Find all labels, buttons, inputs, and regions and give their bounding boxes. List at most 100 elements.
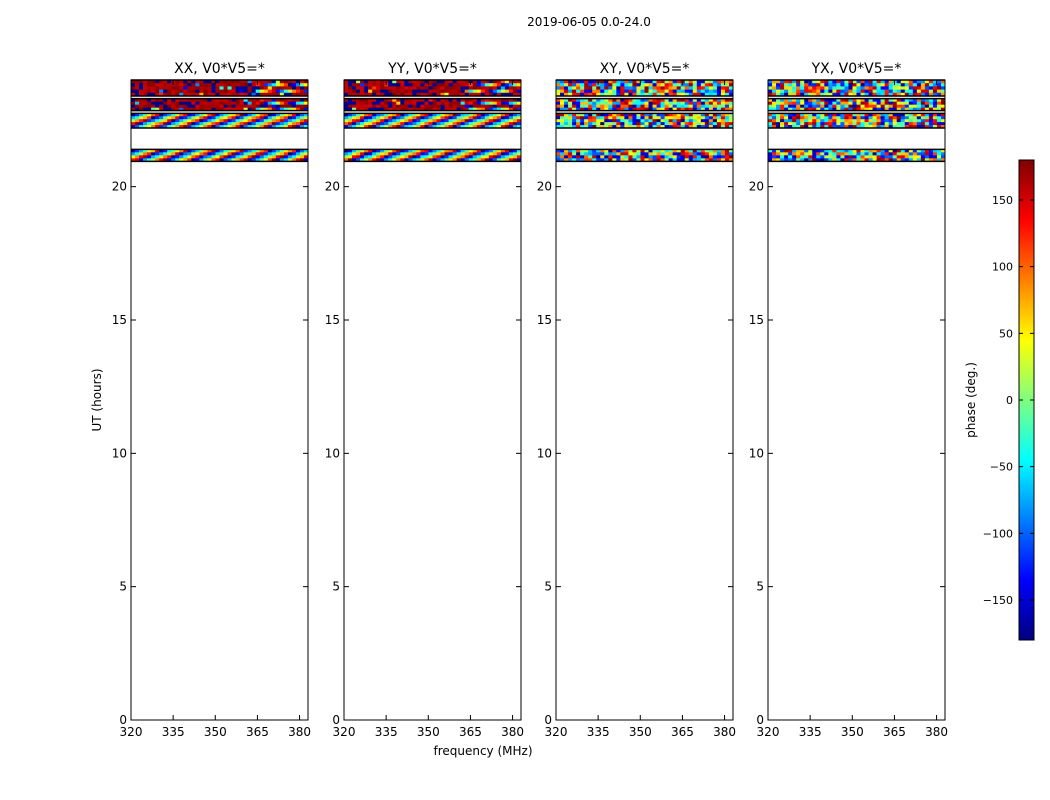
heatmap-cell xyxy=(724,104,730,108)
heatmap-cell xyxy=(444,122,449,126)
heatmap-cell xyxy=(412,122,417,126)
heatmap-cell xyxy=(368,101,373,105)
heatmap-cell xyxy=(412,119,417,123)
heatmap-cell xyxy=(620,113,625,117)
heatmap-cell xyxy=(928,113,934,117)
heatmap-cell xyxy=(183,113,188,117)
heatmap-cell xyxy=(440,104,445,108)
heatmap-cell xyxy=(912,158,918,162)
heatmap-cell xyxy=(223,152,228,156)
heatmap-cell xyxy=(484,83,490,87)
heatmap-cell xyxy=(207,122,212,126)
heatmap-cell xyxy=(436,119,441,123)
heatmap-cell xyxy=(476,101,482,105)
heatmap-cell xyxy=(440,152,445,156)
heatmap-cell xyxy=(440,125,445,129)
heatmap-cell xyxy=(632,149,637,153)
heatmap-cell xyxy=(299,107,305,111)
heatmap-cell xyxy=(352,104,357,108)
heatmap-cell xyxy=(376,107,381,111)
heatmap-cell xyxy=(131,80,136,84)
heatmap-cell xyxy=(936,122,942,126)
y-tick-label: 5 xyxy=(756,580,764,594)
heatmap-cell xyxy=(908,122,914,126)
heatmap-cell xyxy=(424,113,429,117)
heatmap-cell xyxy=(408,89,413,94)
heatmap-cell xyxy=(476,80,482,84)
heatmap-cell xyxy=(139,116,144,120)
heatmap-cell xyxy=(303,122,309,126)
heatmap-cell xyxy=(876,107,881,111)
heatmap-cell xyxy=(564,89,569,94)
heatmap-cell xyxy=(900,113,906,117)
heatmap-cell xyxy=(704,113,710,117)
heatmap-cell xyxy=(271,122,277,126)
heatmap-cell xyxy=(143,152,148,156)
heatmap-cell xyxy=(864,89,869,94)
heatmap-cell xyxy=(936,92,942,97)
heatmap-cell xyxy=(668,86,673,90)
heatmap-cell xyxy=(860,155,865,159)
heatmap-cell xyxy=(616,80,621,84)
heatmap-cell xyxy=(404,116,409,120)
heatmap-cell xyxy=(484,149,490,153)
heatmap-cell xyxy=(712,155,718,159)
heatmap-cell xyxy=(824,155,829,159)
heatmap-cell xyxy=(480,122,486,126)
heatmap-cell xyxy=(848,119,853,123)
heatmap-cell xyxy=(852,116,857,120)
heatmap-cell xyxy=(776,80,781,84)
heatmap-cell xyxy=(836,101,841,105)
heatmap-cell xyxy=(259,113,265,117)
heatmap-cell xyxy=(652,107,657,111)
heatmap-cell xyxy=(804,89,809,94)
heatmap-cell xyxy=(820,101,825,105)
heatmap-cell xyxy=(792,158,797,162)
heatmap-cell xyxy=(412,149,417,153)
heatmap-cell xyxy=(888,86,893,90)
heatmap-cell xyxy=(640,92,645,97)
heatmap-cell xyxy=(892,86,898,90)
heatmap-cell xyxy=(712,80,718,84)
heatmap-cell xyxy=(816,86,821,90)
heatmap-cell xyxy=(616,92,621,97)
heatmap-cell xyxy=(928,89,934,94)
heatmap-cell xyxy=(432,89,437,94)
heatmap-cell xyxy=(648,104,653,108)
heatmap-cell xyxy=(448,83,453,87)
heatmap-cell xyxy=(428,83,433,87)
heatmap-cell xyxy=(291,155,297,159)
heatmap-cell xyxy=(255,101,261,105)
heatmap-cell xyxy=(932,101,938,105)
heatmap-cell xyxy=(460,80,465,84)
heatmap-cell xyxy=(816,83,821,87)
heatmap-cell xyxy=(636,101,641,105)
heatmap-cell xyxy=(496,125,502,129)
heatmap-cell xyxy=(568,119,573,123)
heatmap-cell xyxy=(275,98,281,102)
heatmap-cell xyxy=(247,158,252,162)
heatmap-cell xyxy=(684,149,690,153)
heatmap-cell xyxy=(712,101,718,105)
heatmap-cell xyxy=(604,155,609,159)
heatmap-cell xyxy=(912,98,918,102)
heatmap-cell xyxy=(776,113,781,117)
heatmap-cell xyxy=(508,92,514,97)
heatmap-cell xyxy=(892,155,898,159)
x-axis-label: frequency (MHz) xyxy=(433,744,532,758)
heatmap-cell xyxy=(476,107,482,111)
heatmap-cell xyxy=(504,119,510,123)
heatmap-cell xyxy=(716,92,722,97)
heatmap-cell xyxy=(704,158,710,162)
heatmap-cell xyxy=(928,122,934,126)
heatmap-cell xyxy=(800,116,805,120)
heatmap-cell xyxy=(908,152,914,156)
heatmap-cell xyxy=(211,113,216,117)
heatmap-cell xyxy=(556,155,561,159)
heatmap-cell xyxy=(804,158,809,162)
heatmap-cell xyxy=(804,92,809,97)
heatmap-cell xyxy=(628,152,633,156)
heatmap-cell xyxy=(392,122,397,126)
heatmap-cell xyxy=(303,158,309,162)
heatmap-cell xyxy=(924,119,930,123)
